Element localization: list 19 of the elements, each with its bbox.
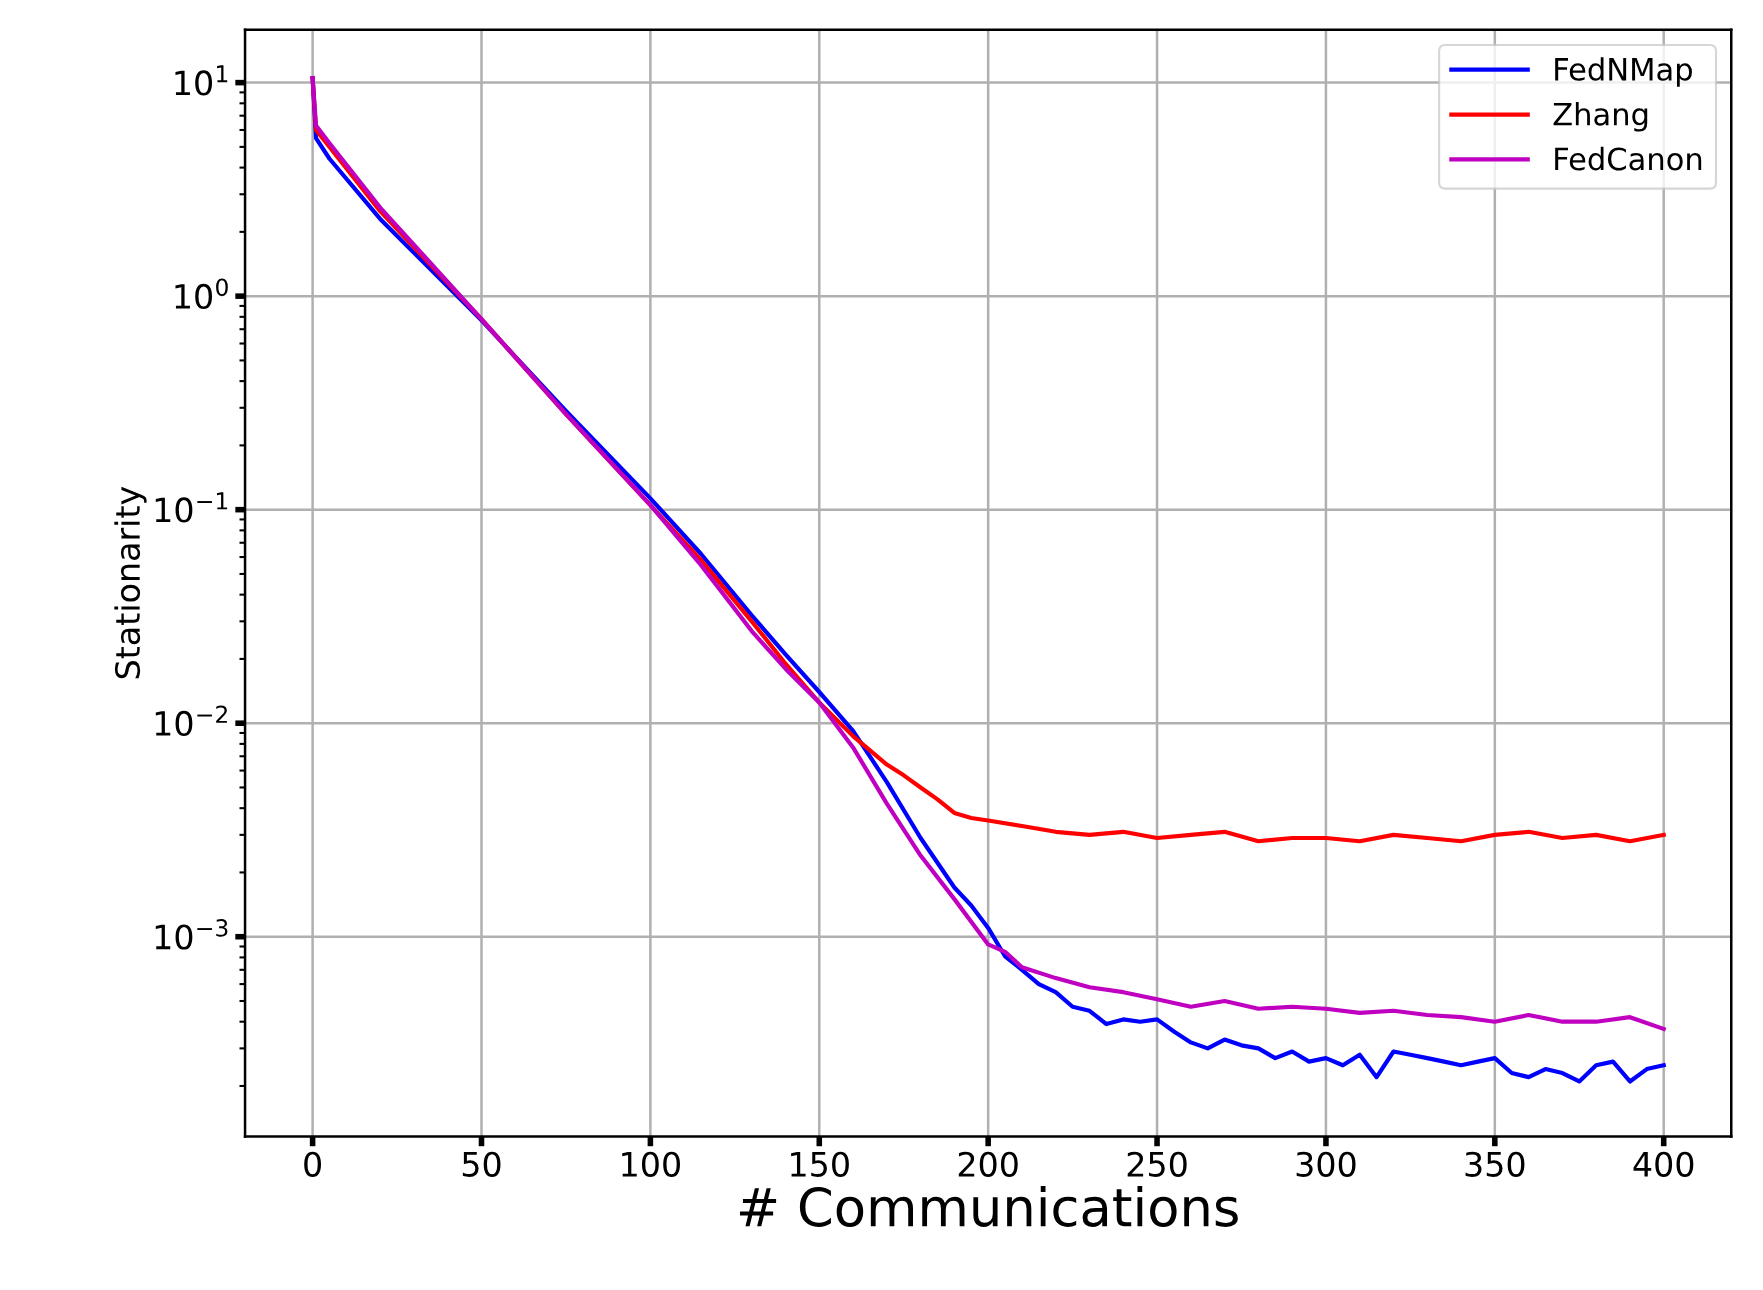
y-tick-label: 10$^{0}$ [175,278,228,310]
x-tick-label: 300 [1296,1151,1356,1177]
x-tick-label: 50 [462,1151,501,1177]
legend-label: FedCanon [1555,146,1702,171]
x-tick-label: 350 [1465,1151,1525,1177]
legend-label: FedNMap [1555,57,1692,87]
x-tick-label: 200 [958,1151,1018,1177]
y-tick-label: 10$^{−1}$ [155,492,228,523]
x-tick-label: 0 [304,1151,321,1177]
x-tick-label: 150 [791,1151,849,1177]
x-tick-label: 400 [1633,1151,1694,1177]
y-tick-label: 10$^{−3}$ [155,919,228,950]
x-tick-label: 100 [622,1151,680,1177]
y-axis-title: Stationarity [114,486,147,679]
y-tick-label: 10$^{−2}$ [155,705,227,737]
x-tick-label: 250 [1127,1151,1187,1177]
y-tick-label: 10$^{1}$ [175,65,228,96]
legend-label: Zhang [1553,102,1648,132]
x-axis-title: # Communications [740,1186,1238,1227]
